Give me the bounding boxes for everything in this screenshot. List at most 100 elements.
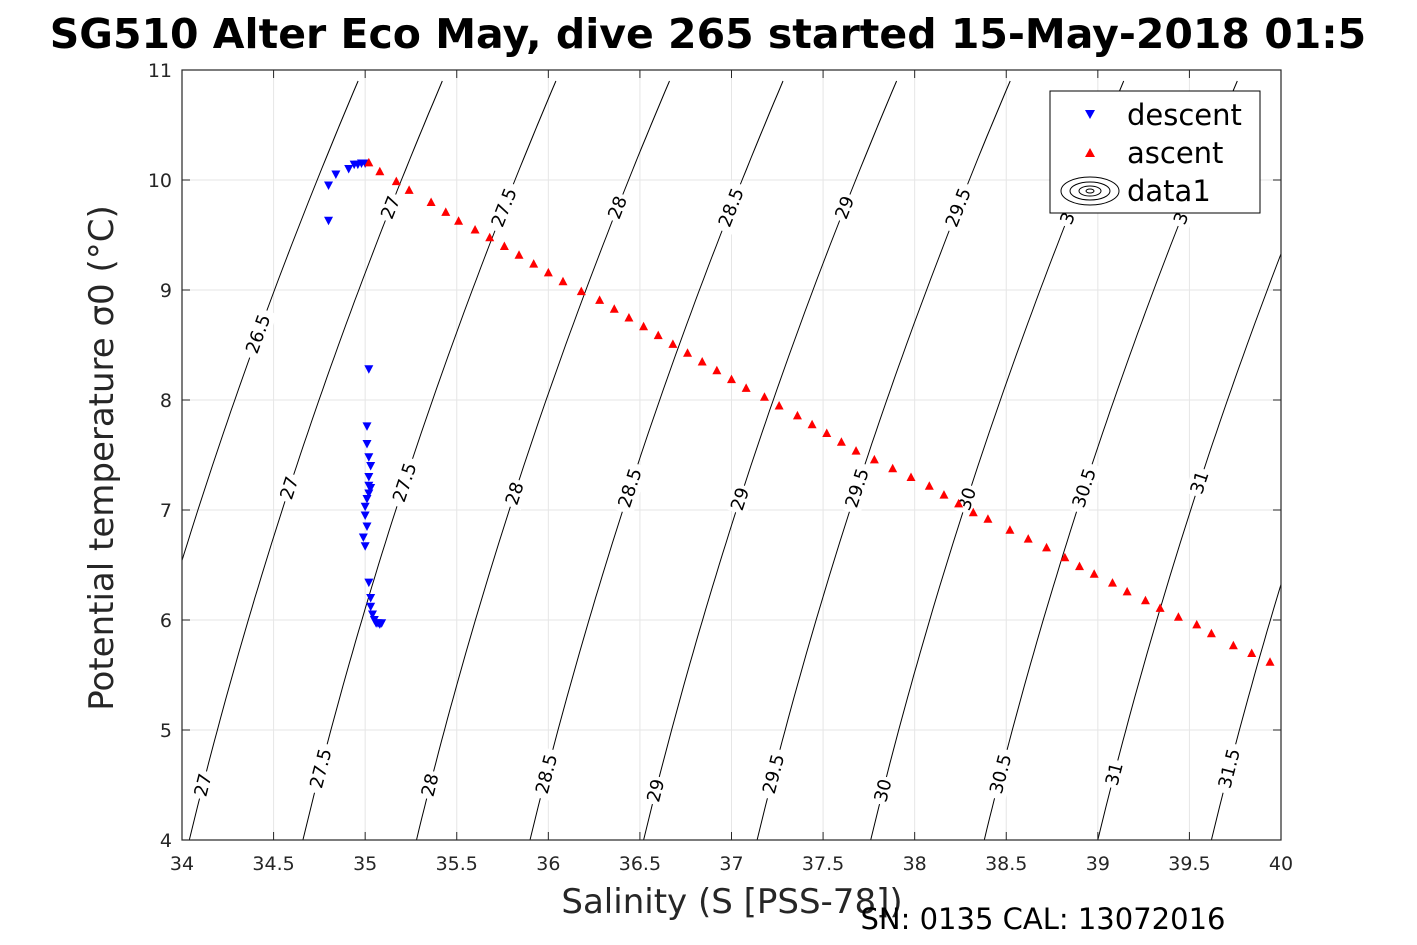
descent-point <box>364 578 374 588</box>
ascent-point <box>759 392 769 401</box>
legend-ascent-label: ascent <box>1127 136 1223 170</box>
descent-point <box>362 522 372 531</box>
isopycnal-label-bg <box>386 455 423 510</box>
ascent-point <box>391 176 401 186</box>
ascent-point <box>712 365 722 375</box>
isopycnal-contours: 26.527272727.527.527.528282828.528.528.5… <box>182 80 1281 840</box>
descent-point <box>360 542 370 551</box>
x-tick-label: 35.5 <box>436 853 478 875</box>
ascent-point <box>792 410 802 420</box>
ascent-point <box>1155 603 1165 612</box>
ascent-point <box>639 321 649 331</box>
isopycnal-label-bg <box>602 190 633 225</box>
x-tick-label: 37.5 <box>802 853 844 875</box>
y-tick-label: 5 <box>160 720 172 742</box>
y-axis-label: Potential temperature σ0 (°C) <box>82 205 122 711</box>
ascent-point <box>1173 612 1183 621</box>
ascent-point <box>939 490 949 499</box>
descent-point <box>358 533 368 542</box>
ascent-point <box>558 276 568 286</box>
isopycnal-label-bg <box>1184 465 1215 500</box>
legend-descent-marker <box>1085 110 1095 119</box>
isopycnal-label-bg <box>303 741 338 796</box>
ascent-point <box>1192 619 1202 629</box>
ascent-point <box>741 383 751 392</box>
axis-ticks: 34 34.5 35 35.5 36 36.5 37 37.5 38 38.5 39 39.5 40 4 5… <box>148 60 1293 875</box>
descent-point <box>364 453 374 462</box>
ascent-point <box>470 225 480 234</box>
isopycnal-label-bg <box>239 306 278 362</box>
ascent-point <box>1122 586 1132 596</box>
isopycnal-label-group: 29 <box>641 774 670 807</box>
ascent-point <box>1060 552 1070 562</box>
ascent-point <box>954 498 964 508</box>
ascent-point <box>529 259 539 268</box>
isopycnal-label-bg <box>1066 460 1103 516</box>
ascent-point <box>1228 640 1238 650</box>
ascent-point <box>485 232 495 242</box>
descent-point <box>366 602 376 612</box>
isopycnal-label-bg <box>725 482 755 516</box>
descent-point <box>344 165 354 174</box>
descent-point <box>366 594 376 603</box>
isopycnal-line <box>182 80 359 563</box>
x-tick-label: 34 <box>170 853 194 875</box>
ascent-point <box>888 463 898 473</box>
ascent-point <box>499 241 509 250</box>
ascent-point <box>727 374 736 384</box>
x-tick-label: 34.5 <box>252 853 294 875</box>
isopycnal-label-bg <box>938 180 978 235</box>
isopycnal-label-bg <box>868 774 898 807</box>
ascent-point <box>1042 542 1052 552</box>
legend-contour-icon <box>1060 176 1120 206</box>
x-tick-label: 38.5 <box>985 853 1027 875</box>
ascent-point <box>653 330 663 340</box>
y-tick-label: 11 <box>148 60 172 82</box>
isopycnal-label-bg <box>756 747 791 801</box>
ascent-point <box>404 185 414 194</box>
x-tick-label: 35 <box>353 853 377 875</box>
isopycnal-line <box>1097 252 1281 840</box>
ascent-point <box>426 197 436 206</box>
legend: descent ascent data1 <box>1049 90 1261 214</box>
descent-point <box>367 610 377 619</box>
ascent-point <box>1023 534 1033 543</box>
isopycnal-label-bg <box>499 476 530 511</box>
x-tick-label: 36 <box>536 853 560 875</box>
ascent-point <box>1107 578 1117 587</box>
x-axis-label: Salinity (S [PSS-78]) <box>561 882 902 922</box>
x-tick-label: 39 <box>1086 853 1110 875</box>
legend-box <box>1049 90 1261 214</box>
ascent-point <box>441 207 451 216</box>
data-series <box>324 157 1275 666</box>
descent-point <box>366 462 376 471</box>
ascent-point <box>1005 525 1015 534</box>
ascent-point <box>1247 648 1257 657</box>
ascent-point <box>1265 657 1275 666</box>
ascent-point <box>624 313 634 322</box>
ascent-point <box>869 454 879 464</box>
legend-ascent-marker <box>1085 148 1095 157</box>
ascent-point <box>1075 561 1085 571</box>
y-tick-label: 4 <box>160 830 172 852</box>
ascent-point <box>697 357 707 366</box>
isopycnal-line <box>1210 582 1281 840</box>
ascent-point <box>595 295 605 304</box>
x-tick-label: 40 <box>1269 853 1293 875</box>
isopycnal-label-bg <box>838 460 876 516</box>
isopycnal-label-bg <box>188 768 218 802</box>
serial-calibration-footer: SN: 0135 CAL: 13072016 <box>861 902 1226 936</box>
ascent-point <box>906 472 916 481</box>
descent-point <box>362 440 372 449</box>
isopycnal-label-bg <box>1100 757 1129 791</box>
descent-point <box>362 422 372 431</box>
ascent-point <box>514 250 524 259</box>
ascent-point <box>454 216 464 225</box>
y-tick-label: 7 <box>160 500 172 522</box>
y-tick-label: 8 <box>160 390 172 412</box>
isopycnal-label-bg <box>641 774 670 807</box>
legend-descent-label: descent <box>1127 98 1242 132</box>
isopycnal-label-bg <box>375 190 406 225</box>
isopycnal-label-bg <box>484 180 524 235</box>
